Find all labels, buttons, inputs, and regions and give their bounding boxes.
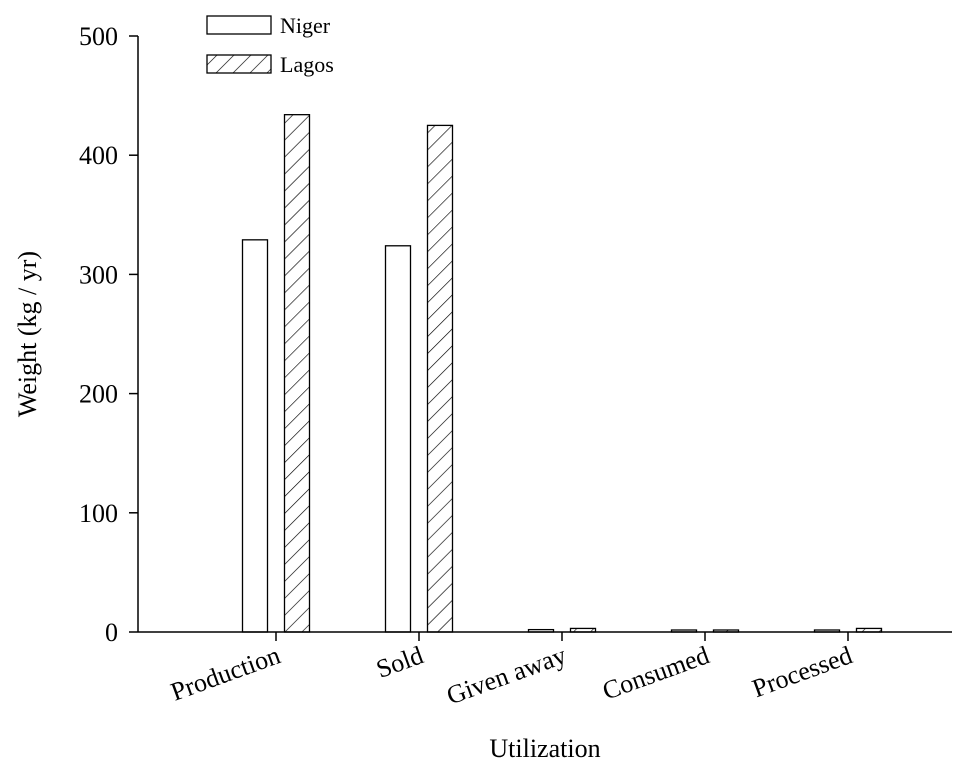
- x-tick-label: Consumed: [599, 640, 713, 705]
- bar-niger-sold: [384, 245, 412, 633]
- bar-lagos-sold: [426, 124, 454, 633]
- y-tick-label: 300: [79, 260, 118, 289]
- y-tick-label: 400: [79, 141, 118, 170]
- y-axis-ticks: 0 100 200 300 400 500: [79, 22, 138, 647]
- y-tick-label: 500: [79, 22, 118, 51]
- x-tick-label: Production: [167, 640, 284, 706]
- bars: [241, 114, 883, 633]
- x-tick-label: Sold: [372, 640, 427, 684]
- legend-swatch-niger: [206, 15, 272, 35]
- x-axis-title: Utilization: [489, 734, 600, 762]
- legend-swatch-lagos: [206, 54, 272, 74]
- legend: Niger Lagos: [206, 13, 334, 77]
- bar-lagos-production: [283, 114, 311, 633]
- y-tick-label: 100: [79, 499, 118, 528]
- y-tick-label: 0: [105, 618, 118, 647]
- bar-niger-production: [241, 239, 269, 633]
- x-tick-label: Processed: [748, 640, 856, 703]
- y-axis-title: Weight (kg / yr): [13, 251, 42, 417]
- x-axis-ticks: Production Sold Given away Consumed Processe…: [167, 632, 856, 710]
- y-tick-label: 200: [79, 380, 118, 409]
- legend-label-lagos: Lagos: [280, 52, 334, 77]
- legend-label-niger: Niger: [280, 13, 331, 38]
- x-tick-label: Given away: [443, 640, 570, 710]
